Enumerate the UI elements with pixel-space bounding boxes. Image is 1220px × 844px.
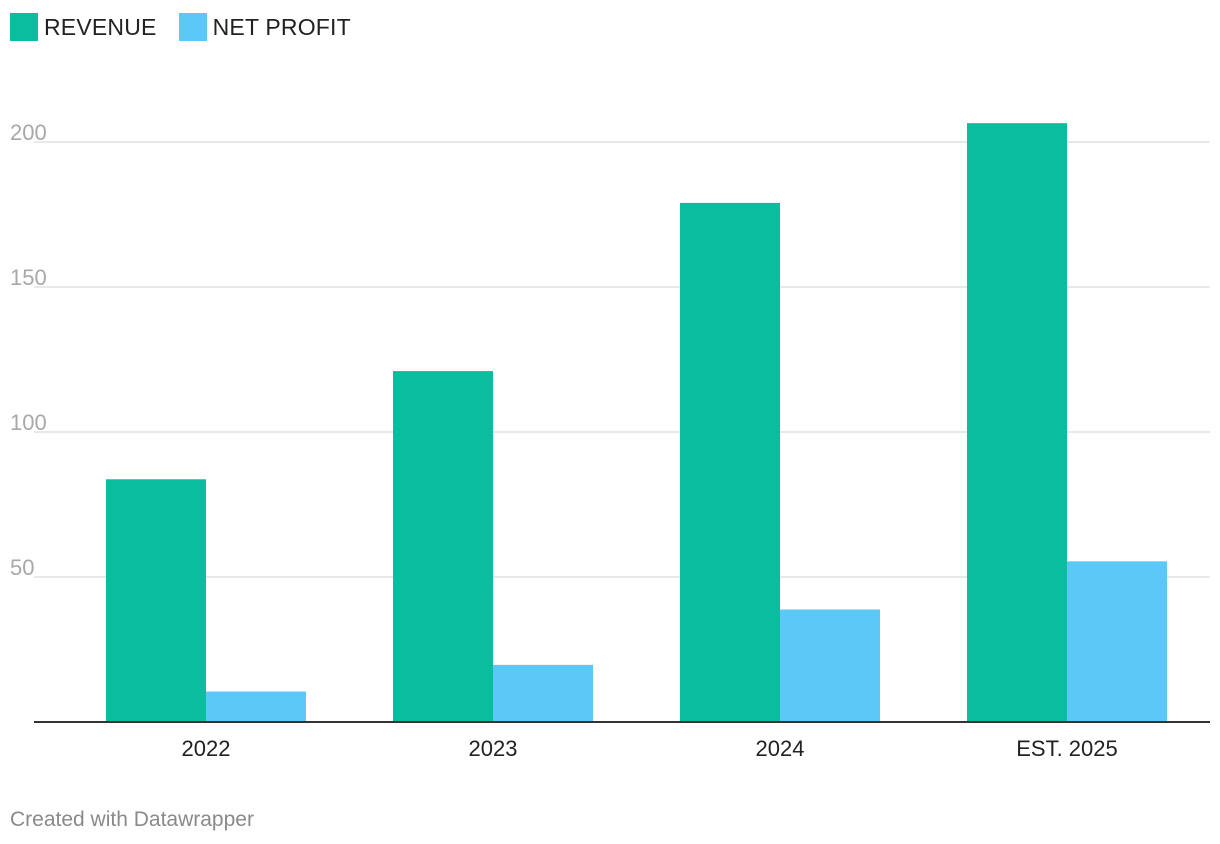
legend-label-net-profit: NET PROFIT <box>212 13 351 40</box>
bar-revenue-3 <box>967 123 1067 722</box>
x-tick-label-1: 2023 <box>469 736 518 761</box>
x-tick-label-2: 2024 <box>756 736 805 761</box>
chart-legend: REVENUE NET PROFIT <box>10 13 373 41</box>
bar-net-profit-0 <box>206 691 306 722</box>
y-tick-label-50: 50 <box>10 555 34 580</box>
y-tick-label-200: 200 <box>10 120 47 145</box>
legend-swatch-net-profit <box>178 13 207 41</box>
bar-revenue-2 <box>680 202 780 722</box>
bar-net-profit-2 <box>780 609 880 722</box>
y-tick-label-150: 150 <box>10 265 47 290</box>
x-tick-label-0: 2022 <box>182 736 231 761</box>
bar-chart: 50 100 150 200 2022 2023 2024 EST. 2025 <box>10 120 1210 761</box>
y-tick-label-100: 100 <box>10 410 47 435</box>
bar-revenue-1 <box>393 371 493 722</box>
x-tick-label-3: EST. 2025 <box>1016 736 1118 761</box>
bar-net-profit-1 <box>493 664 593 722</box>
legend-swatch-revenue <box>10 13 38 41</box>
bar-revenue-0 <box>106 479 206 722</box>
legend-label-revenue: REVENUE <box>44 13 157 40</box>
datawrapper-credit: Created with Datawrapper <box>10 808 254 831</box>
legend-item-net-profit: NET PROFIT <box>178 13 351 41</box>
legend-item-revenue: REVENUE <box>10 13 157 41</box>
bar-net-profit-3 <box>1067 561 1167 722</box>
